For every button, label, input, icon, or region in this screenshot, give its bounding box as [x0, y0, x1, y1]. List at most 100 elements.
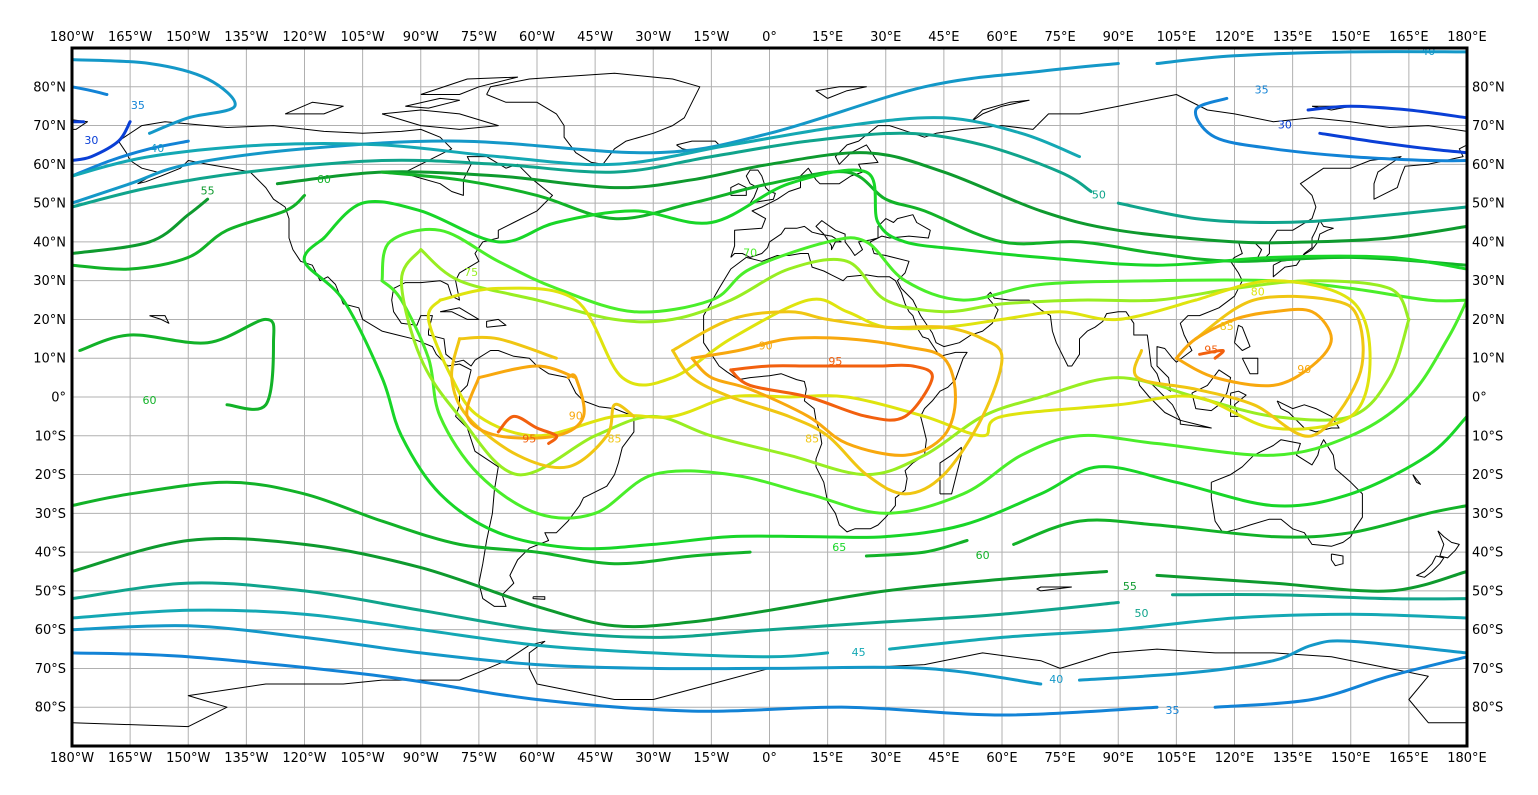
x-tick-label-bottom: 30°W [635, 751, 671, 766]
contour-label: 90 [759, 340, 773, 353]
contour-label: 90 [569, 409, 583, 422]
contour-line-90 [1174, 307, 1333, 388]
x-tick-label-bottom: 180°W [50, 751, 94, 766]
x-tick-label-bottom: 45°W [577, 751, 613, 766]
x-tick-label-top: 165°E [1389, 30, 1429, 45]
x-tick-label-top: 30°E [870, 30, 901, 45]
coastline [970, 99, 1030, 123]
y-tick-label-left: 80°S [35, 701, 66, 716]
y-tick-label-right: 10°S [1472, 429, 1503, 444]
x-tick-label-top: 120°W [282, 30, 326, 45]
coastline [1210, 439, 1363, 547]
contour-label: 55 [1123, 580, 1137, 593]
coastline [381, 109, 499, 130]
coastline [939, 446, 962, 495]
x-tick-label-top: 45°W [577, 30, 613, 45]
x-tick-label-top: 105°E [1157, 30, 1197, 45]
y-tick-label-left: 70°N [33, 119, 66, 134]
x-tick-label-top: 60°E [986, 30, 1017, 45]
x-tick-label-top: 150°W [166, 30, 210, 45]
coastline [1234, 324, 1251, 351]
coastline [440, 307, 480, 320]
contour-line-50 [70, 581, 1120, 639]
contour-label: 65 [832, 541, 846, 554]
y-tick-label-left: 80°N [33, 80, 66, 95]
contour-label: 35 [1255, 84, 1269, 97]
contour-line-65 [322, 168, 1469, 271]
x-tick-label-top: 150°E [1331, 30, 1371, 45]
coastline [1276, 400, 1340, 433]
contour-line-35 [70, 85, 109, 96]
y-tick-label-right: 50°N [1472, 197, 1505, 212]
y-tick-label-right: 20°S [1472, 468, 1503, 483]
x-tick-label-bottom: 15°E [812, 751, 843, 766]
contour-label: 80 [1251, 285, 1265, 298]
coastline [149, 315, 170, 324]
coastline [1437, 530, 1460, 559]
y-tick-label-left: 40°S [35, 546, 66, 561]
coastline [486, 318, 507, 328]
contour-label: 40 [1049, 673, 1063, 686]
contour-line-65 [302, 236, 1469, 551]
contour-labels: 3030353535404040455050555560606065707580… [84, 45, 1435, 717]
coastline [284, 101, 344, 115]
contour-line-55 [1155, 570, 1469, 593]
coastline [1416, 555, 1445, 578]
x-tick-label-bottom: 60°E [986, 751, 1017, 766]
contour-line-55 [70, 197, 210, 255]
y-tick-label-right: 10°N [1472, 352, 1505, 367]
coastline [420, 76, 519, 95]
y-tick-label-left: 60°N [33, 158, 66, 173]
contour-label: 85 [805, 433, 819, 446]
contour-label: 60 [976, 549, 990, 562]
x-tick-label-bottom: 90°W [403, 751, 439, 766]
contour-line-85 [671, 310, 1004, 496]
contour-line-45 [888, 612, 1469, 651]
coastline [1412, 474, 1421, 485]
coastline [71, 640, 1467, 728]
contour-label: 85 [608, 433, 622, 446]
x-tick-label-bottom: 135°E [1273, 751, 1313, 766]
contour-line-75 [419, 248, 1411, 324]
y-tick-label-right: 30°S [1472, 507, 1503, 522]
y-tick-label-left: 0° [51, 391, 66, 406]
y-tick-label-right: 60°S [1472, 623, 1503, 638]
coastline [532, 596, 546, 600]
x-tick-label-top: 90°E [1103, 30, 1134, 45]
coastline [1330, 553, 1344, 567]
contour-line-95 [729, 363, 934, 422]
contour-line-60 [380, 170, 1469, 267]
y-tick-label-left: 50°S [35, 584, 66, 599]
y-tick-label-left: 30°N [33, 274, 66, 289]
y-tick-label-left: 20°N [33, 313, 66, 328]
x-tick-label-top: 0° [762, 30, 777, 45]
coastline [730, 183, 747, 196]
contour-line-60 [70, 480, 752, 566]
contour-label: 60 [143, 394, 157, 407]
x-tick-label-top: 75°W [461, 30, 497, 45]
x-tick-label-bottom: 120°W [282, 751, 326, 766]
contour-line-35 [1213, 655, 1469, 709]
contour-line-30 [1306, 104, 1469, 120]
coastline [1241, 357, 1259, 375]
x-tick-label-top: 180°E [1447, 30, 1487, 45]
contour-line-60 [70, 193, 306, 271]
contour-line-40 [70, 58, 237, 135]
y-tick-label-left: 70°S [35, 662, 66, 677]
y-tick-label-right: 0° [1472, 391, 1487, 406]
x-tick-label-bottom: 15°W [693, 751, 729, 766]
coastline [815, 86, 867, 99]
contour-line-40 [70, 624, 1043, 686]
y-tick-label-right: 50°S [1472, 584, 1503, 599]
contour-line-95 [496, 414, 559, 445]
contour-line-60 [78, 317, 276, 411]
contour-label: 90 [1297, 363, 1311, 376]
x-tick-label-top: 15°E [812, 30, 843, 45]
x-tick-label-top: 45°E [928, 30, 959, 45]
contour-line-35 [70, 139, 190, 178]
x-tick-label-bottom: 105°E [1157, 751, 1197, 766]
y-tick-label-left: 50°N [33, 197, 66, 212]
x-tick-label-top: 60°W [519, 30, 555, 45]
contour-label: 85 [1220, 320, 1234, 333]
coastline [703, 253, 968, 533]
